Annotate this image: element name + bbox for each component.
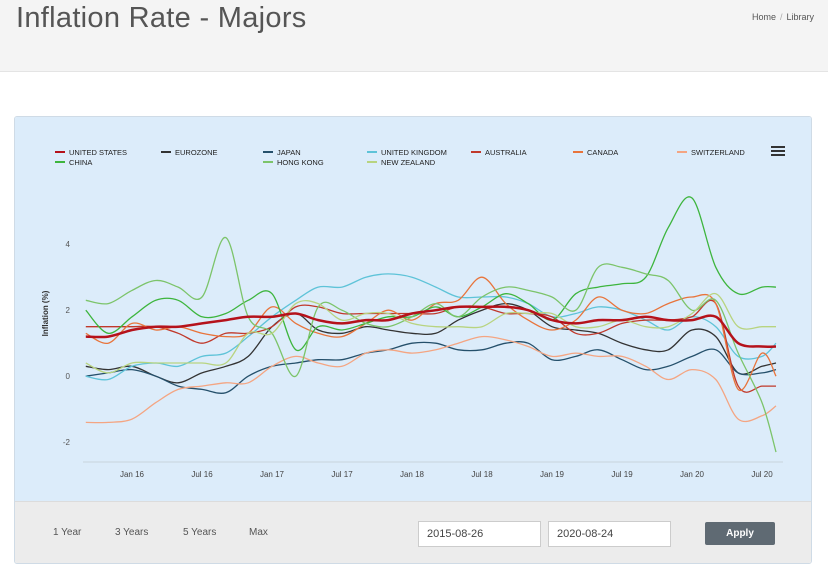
series-line-japan: [85, 341, 777, 394]
x-tick-label: Jan 16: [120, 470, 145, 479]
x-tick-label: Jul 20: [751, 470, 773, 479]
series-line-eurozone: [85, 302, 777, 384]
y-tick-label: 0: [66, 372, 71, 381]
series-line-united-states: [85, 305, 777, 349]
legend-label-switzerland: SWITZERLAND: [691, 148, 745, 157]
range-5-years-button[interactable]: 5 Years: [183, 527, 217, 538]
start-date-input[interactable]: [418, 521, 541, 547]
y-tick-label: 2: [66, 306, 71, 315]
legend-label-eurozone: EUROZONE: [175, 148, 218, 157]
x-tick-label: Jul 19: [611, 470, 633, 479]
inflation-chart: -2 0 2 4 Jan 16 Jul 16 Jan 17 Jul 17 Jan 18 Jul 1…: [41, 148, 783, 479]
x-tick-label: Jan 20: [680, 470, 705, 479]
series-line-united-kingdom: [85, 273, 777, 381]
x-tick-label: Jul 17: [331, 470, 353, 479]
page-title: Inflation Rate - Majors: [16, 2, 307, 34]
series-line-switzerland: [85, 335, 777, 424]
chart-area: -2 0 2 4 Jan 16 Jul 16 Jan 17 Jul 17 Jan 18 Jul 1…: [15, 117, 811, 501]
legend-label-hong-kong: HONG KONG: [277, 158, 324, 167]
chart-controls: 1 Year 3 Years 5 Years Max Apply: [15, 501, 811, 563]
end-date-input[interactable]: [548, 521, 671, 547]
series-line-new-zealand: [85, 293, 776, 374]
x-tick-label: Jul 18: [471, 470, 493, 479]
y-tick-label: 4: [66, 240, 71, 249]
chart-menu-icon[interactable]: [771, 146, 785, 158]
series-line-hong-kong: [85, 236, 777, 453]
legend-label-australia: AUSTRALIA: [485, 148, 527, 157]
breadcrumb: Home / Library: [752, 12, 814, 22]
range-3-years-button[interactable]: 3 Years: [115, 527, 149, 538]
range-max-button[interactable]: Max: [249, 527, 268, 538]
page-header: Inflation Rate - Majors Home / Library: [0, 0, 828, 72]
legend-label-canada: CANADA: [587, 148, 618, 157]
series-line-china: [85, 196, 777, 352]
legend-label-china: CHINA: [69, 158, 92, 167]
x-tick-label: Jul 16: [191, 470, 213, 479]
range-1-year-button[interactable]: 1 Year: [53, 527, 82, 538]
y-tick-label: -2: [63, 438, 71, 447]
apply-button[interactable]: Apply: [705, 522, 775, 545]
x-tick-label: Jan 17: [260, 470, 285, 479]
y-axis-title: Inflation (%): [41, 290, 50, 336]
x-tick-label: Jan 19: [540, 470, 565, 479]
legend-label-united-kingdom: UNITED KINGDOM: [381, 148, 447, 157]
breadcrumb-home-link[interactable]: Home: [751, 12, 776, 22]
breadcrumb-separator: /: [779, 12, 783, 22]
breadcrumb-current: Library: [786, 12, 814, 22]
chart-panel: -2 0 2 4 Jan 16 Jul 16 Jan 17 Jul 17 Jan 18 Jul 1…: [14, 116, 812, 564]
x-tick-label: Jan 18: [400, 470, 425, 479]
legend-label-japan: JAPAN: [277, 148, 301, 157]
legend-label-new-zealand: NEW ZEALAND: [381, 158, 436, 167]
legend-label-united-states: UNITED STATES: [69, 148, 127, 157]
